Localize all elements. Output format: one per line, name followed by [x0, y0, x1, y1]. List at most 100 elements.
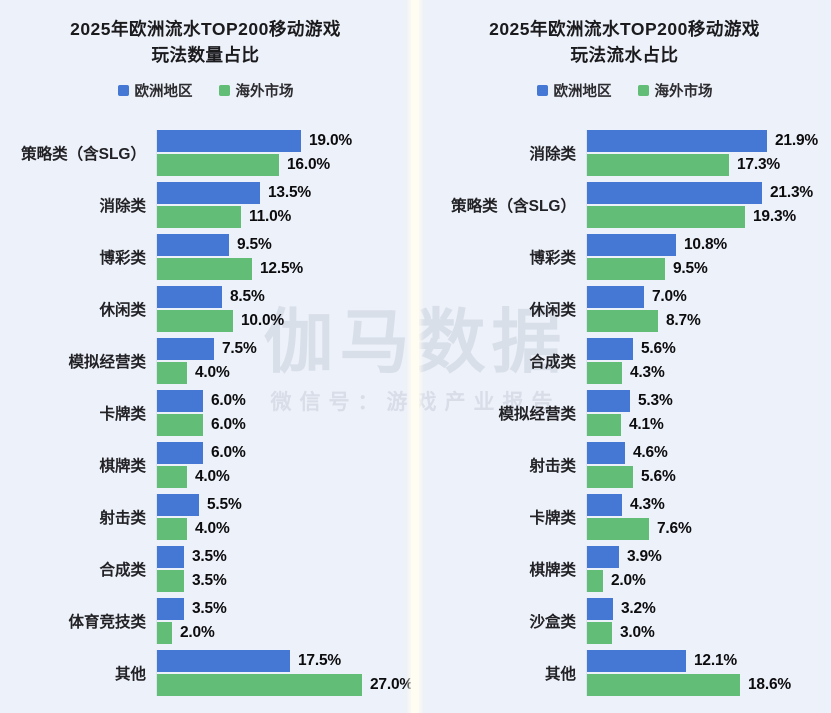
- bar-group: 3.2% 3.0%: [586, 598, 830, 644]
- bar-overseas: [157, 466, 187, 488]
- legend-item-overseas: 海外市场: [637, 80, 713, 101]
- category-label: 博彩类: [529, 250, 576, 267]
- category-row: 博彩类 10.8% 9.5%: [419, 234, 830, 280]
- bar-group: 19.0% 16.0%: [156, 130, 411, 176]
- category-row: 射击类 4.6% 5.6%: [419, 442, 830, 488]
- value-label: 12.5%: [260, 260, 303, 277]
- bar-europe: [157, 442, 203, 464]
- category-label: 沙盒类: [529, 614, 576, 631]
- value-label: 7.5%: [222, 340, 257, 357]
- legend-item-overseas: 海外市场: [218, 80, 294, 101]
- bar-europe: [157, 650, 290, 672]
- bar-line: 7.5%: [157, 338, 411, 360]
- value-label: 4.3%: [630, 496, 665, 513]
- bar-group: 21.3% 19.3%: [586, 182, 830, 228]
- bar-line: 16.0%: [157, 154, 411, 176]
- legend-label-europe: 欧洲地区: [553, 84, 612, 100]
- bar-line: 9.5%: [587, 258, 830, 280]
- bar-group: 5.3% 4.1%: [586, 390, 830, 436]
- bar-line: 21.9%: [587, 130, 830, 152]
- bar-line: 4.1%: [587, 414, 830, 436]
- bar-group: 3.5% 3.5%: [156, 546, 411, 592]
- value-label: 5.6%: [641, 340, 676, 357]
- value-label: 4.6%: [633, 444, 668, 461]
- bar-overseas: [157, 518, 187, 540]
- bar-europe: [157, 130, 301, 152]
- legend-swatch-overseas-icon: [218, 85, 230, 96]
- bar-line: 19.3%: [587, 206, 830, 228]
- bar-line: 21.3%: [587, 182, 830, 204]
- bar-line: 10.0%: [157, 310, 411, 332]
- value-label: 19.3%: [753, 208, 796, 225]
- category-row: 休闲类 8.5% 10.0%: [0, 286, 411, 332]
- bar-line: 6.0%: [157, 442, 411, 464]
- bar-overseas: [587, 154, 729, 176]
- value-label: 2.0%: [180, 624, 215, 641]
- bar-europe: [587, 650, 686, 672]
- value-label: 19.0%: [309, 132, 352, 149]
- category-row: 策略类（含SLG） 19.0% 16.0%: [0, 130, 411, 176]
- bar-overseas: [157, 258, 252, 280]
- bar-overseas: [157, 154, 279, 176]
- value-label: 6.0%: [211, 416, 246, 433]
- bar-line: 5.6%: [587, 466, 830, 488]
- bar-line: 3.5%: [157, 598, 411, 620]
- value-label: 4.1%: [629, 416, 664, 433]
- value-label: 5.6%: [641, 468, 676, 485]
- category-row: 其他 17.5% 27.0%: [0, 650, 413, 696]
- category-label: 休闲类: [99, 302, 146, 319]
- value-label: 7.0%: [652, 288, 687, 305]
- value-label: 9.5%: [673, 260, 708, 277]
- value-label: 10.8%: [684, 236, 727, 253]
- bar-group: 4.6% 5.6%: [586, 442, 830, 488]
- category-label: 射击类: [99, 510, 146, 527]
- bar-line: 4.3%: [587, 494, 830, 516]
- bar-group: 3.5% 2.0%: [156, 598, 411, 644]
- category-label: 合成类: [529, 354, 576, 371]
- value-label: 12.1%: [694, 652, 737, 669]
- chart-title-right-line2: 玩法流水占比: [570, 45, 679, 65]
- bar-overseas: [587, 622, 612, 644]
- panel-divider: [411, 0, 419, 713]
- category-label: 体育竞技类: [68, 614, 146, 631]
- bar-overseas: [157, 414, 203, 436]
- value-label: 17.5%: [298, 652, 341, 669]
- bar-group: 3.9% 2.0%: [586, 546, 830, 592]
- bar-group: 13.5% 11.0%: [156, 182, 411, 228]
- bar-europe: [157, 182, 260, 204]
- category-row: 模拟经营类 5.3% 4.1%: [419, 390, 830, 436]
- bar-line: 7.0%: [587, 286, 830, 308]
- bar-group: 4.3% 7.6%: [586, 494, 830, 540]
- bar-line: 12.1%: [587, 650, 830, 672]
- bar-europe: [157, 494, 199, 516]
- bar-rows-right: 消除类 21.9% 17.3% 策略类（含SLG） 21.3% 19.3% 博彩类 10.8%…: [419, 130, 830, 696]
- category-row: 合成类 5.6% 4.3%: [419, 338, 830, 384]
- bar-europe: [587, 546, 619, 568]
- bar-overseas: [587, 310, 658, 332]
- category-row: 体育竞技类 3.5% 2.0%: [0, 598, 411, 644]
- chart-legend-right: 欧洲地区 海外市场: [419, 80, 830, 101]
- bar-group: 9.5% 12.5%: [156, 234, 411, 280]
- category-row: 其他 12.1% 18.6%: [419, 650, 830, 696]
- chart-title-right: 2025年欧洲流水TOP200移动游戏 玩法流水占比: [419, 16, 830, 68]
- bar-line: 17.3%: [587, 154, 830, 176]
- value-label: 4.0%: [195, 364, 230, 381]
- bar-line: 8.7%: [587, 310, 830, 332]
- bar-group: 17.5% 27.0%: [156, 650, 413, 696]
- category-row: 射击类 5.5% 4.0%: [0, 494, 411, 540]
- chart-panel-playstyle-revenue-share: 2025年欧洲流水TOP200移动游戏 玩法流水占比 欧洲地区 海外市场 消除类…: [419, 0, 830, 713]
- legend-label-overseas: 海外市场: [654, 84, 713, 100]
- category-label: 合成类: [99, 562, 146, 579]
- bar-europe: [157, 390, 203, 412]
- bar-europe: [587, 130, 767, 152]
- bar-europe: [157, 546, 184, 568]
- bar-line: 10.8%: [587, 234, 830, 256]
- chart-legend-left: 欧洲地区 海外市场: [0, 80, 411, 101]
- bar-europe: [587, 598, 613, 620]
- value-label: 3.0%: [620, 624, 655, 641]
- value-label: 5.3%: [638, 392, 673, 409]
- category-label: 模拟经营类: [498, 406, 576, 423]
- bar-line: 17.5%: [157, 650, 411, 672]
- bar-line: 11.0%: [157, 206, 411, 228]
- value-label: 21.3%: [770, 184, 813, 201]
